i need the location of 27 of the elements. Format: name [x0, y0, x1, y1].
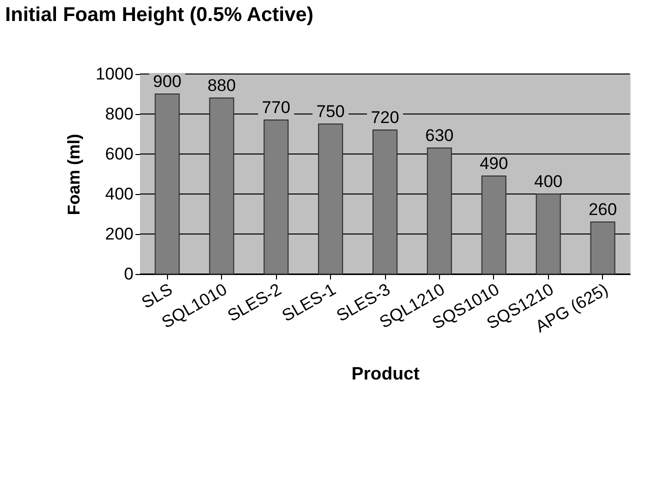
y-tick-label: 0	[124, 264, 134, 284]
y-tick-label: 800	[105, 104, 134, 124]
y-axis-title: Foam (ml)	[64, 134, 84, 216]
chart-title: Initial Foam Height (0.5% Active)	[5, 4, 314, 26]
data-label: 880	[207, 76, 236, 95]
bar	[536, 194, 561, 274]
y-tick-label: 1000	[96, 64, 134, 84]
data-label: 630	[425, 126, 454, 145]
data-label: 400	[534, 172, 563, 191]
bar	[264, 120, 289, 274]
y-tick-label: 600	[105, 144, 134, 164]
data-label: 900	[153, 72, 182, 91]
data-label: 750	[316, 102, 345, 121]
data-label: 490	[480, 154, 508, 173]
bar	[209, 98, 234, 274]
bar	[590, 222, 616, 274]
x-axis-title: Product	[351, 364, 420, 384]
y-tick-label: 400	[105, 184, 134, 204]
bar	[426, 148, 452, 274]
y-tick-label: 200	[105, 224, 134, 244]
bar	[481, 176, 506, 274]
bar	[318, 124, 344, 274]
data-label: 770	[262, 98, 290, 117]
bar	[154, 94, 180, 274]
data-label: 720	[370, 108, 400, 127]
bar	[372, 130, 398, 274]
data-label: 260	[588, 200, 617, 219]
